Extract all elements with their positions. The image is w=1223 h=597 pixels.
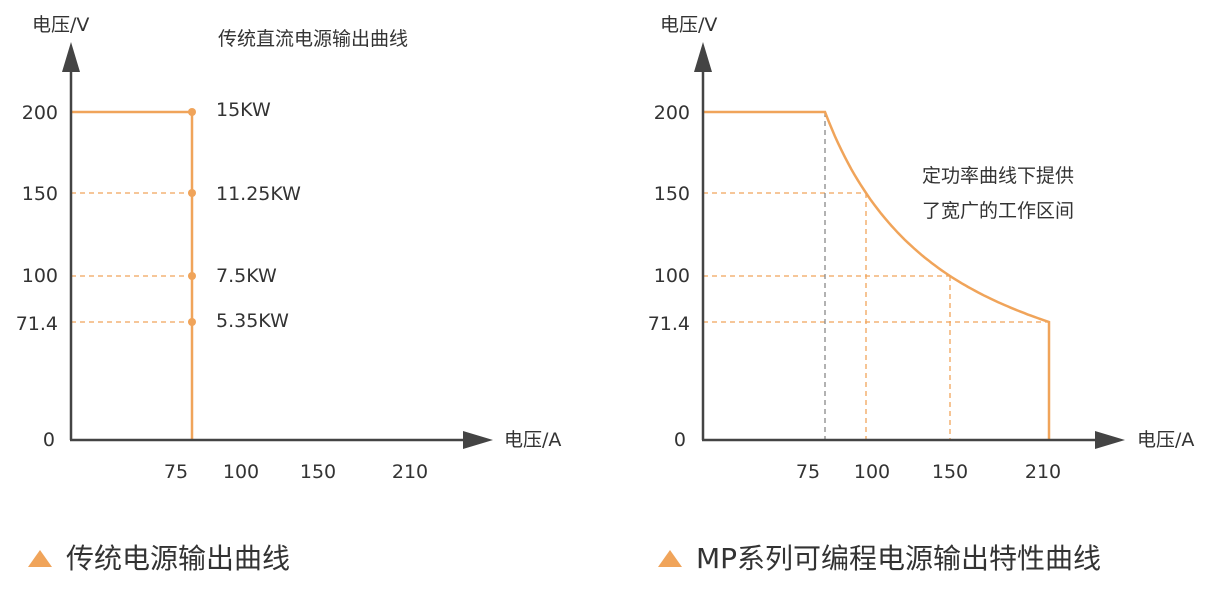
x-tick-label: 150 — [932, 461, 968, 483]
power-label: 7.5KW — [216, 265, 277, 287]
power-label: 5.35KW — [216, 310, 289, 332]
y-tick-label: 100 — [654, 265, 690, 287]
series — [703, 110, 1051, 440]
x-tick-label: 210 — [1025, 461, 1061, 483]
x-axis-arrow — [1095, 431, 1125, 449]
caption: 传统电源输出曲线 — [28, 542, 290, 575]
triangle-icon — [658, 550, 682, 567]
x-tick-labels: 75 100 150 210 — [164, 461, 428, 483]
chart-left: 电压/V 传统直流电源输出曲线 电压/A 200 150 100 71.4 0 … — [16, 14, 562, 575]
annotation-line: 了宽广的工作区间 — [922, 200, 1074, 222]
power-label: 15KW — [216, 99, 271, 121]
x-tick-label: 150 — [300, 461, 336, 483]
axes — [62, 42, 493, 449]
data-point — [188, 272, 196, 280]
y-tick-label: 0 — [43, 429, 55, 451]
y-tick-label: 200 — [22, 102, 58, 124]
x-tick-label: 75 — [796, 461, 820, 483]
caption-text: MP系列可编程电源输出特性曲线 — [696, 542, 1101, 575]
y-tick-label: 71.4 — [648, 313, 690, 335]
data-point — [188, 318, 196, 326]
data-point — [188, 189, 196, 197]
x-tick-label: 100 — [223, 461, 259, 483]
power-label: 11.25KW — [216, 183, 301, 205]
x-tick-label: 100 — [854, 461, 890, 483]
caption-text: 传统电源输出曲线 — [66, 542, 290, 575]
caption: MP系列可编程电源输出特性曲线 — [658, 542, 1101, 575]
y-tick-label: 150 — [654, 183, 690, 205]
y-tick-label: 150 — [22, 183, 58, 205]
data-point — [188, 108, 196, 116]
annotation: 定功率曲线下提供 了宽广的工作区间 — [922, 165, 1074, 222]
x-axis-label: 电压/A — [504, 429, 561, 451]
guide-lines — [71, 192, 192, 323]
x-axis-arrow — [463, 431, 493, 449]
y-axis-arrow — [62, 42, 80, 72]
y-axis-label: 电压/V — [32, 14, 89, 36]
y-tick-label: 71.4 — [16, 313, 58, 335]
triangle-icon — [28, 550, 52, 567]
y-axis-arrow — [694, 42, 712, 72]
x-tick-labels: 75 100 150 210 — [796, 461, 1061, 483]
y-tick-label: 200 — [654, 102, 690, 124]
y-tick-label: 100 — [22, 265, 58, 287]
power-labels: 15KW 11.25KW 7.5KW 5.35KW — [216, 99, 301, 332]
x-axis-label: 电压/A — [1137, 429, 1194, 451]
guide-lines — [703, 112, 1049, 440]
y-axis-label: 电压/V — [660, 14, 717, 36]
chart-right: 电压/V 电压/A 200 150 100 71.4 0 75 100 150 … — [648, 14, 1195, 575]
data-points — [188, 108, 196, 326]
y-tick-labels: 200 150 100 71.4 0 — [648, 102, 690, 451]
chart-title: 传统直流电源输出曲线 — [218, 28, 408, 50]
series-line — [703, 110, 1051, 440]
y-tick-labels: 200 150 100 71.4 0 — [16, 102, 58, 451]
axes — [694, 42, 1125, 449]
x-tick-label: 75 — [164, 461, 188, 483]
y-tick-label: 0 — [674, 429, 686, 451]
annotation-line: 定功率曲线下提供 — [922, 165, 1074, 187]
x-tick-label: 210 — [392, 461, 428, 483]
